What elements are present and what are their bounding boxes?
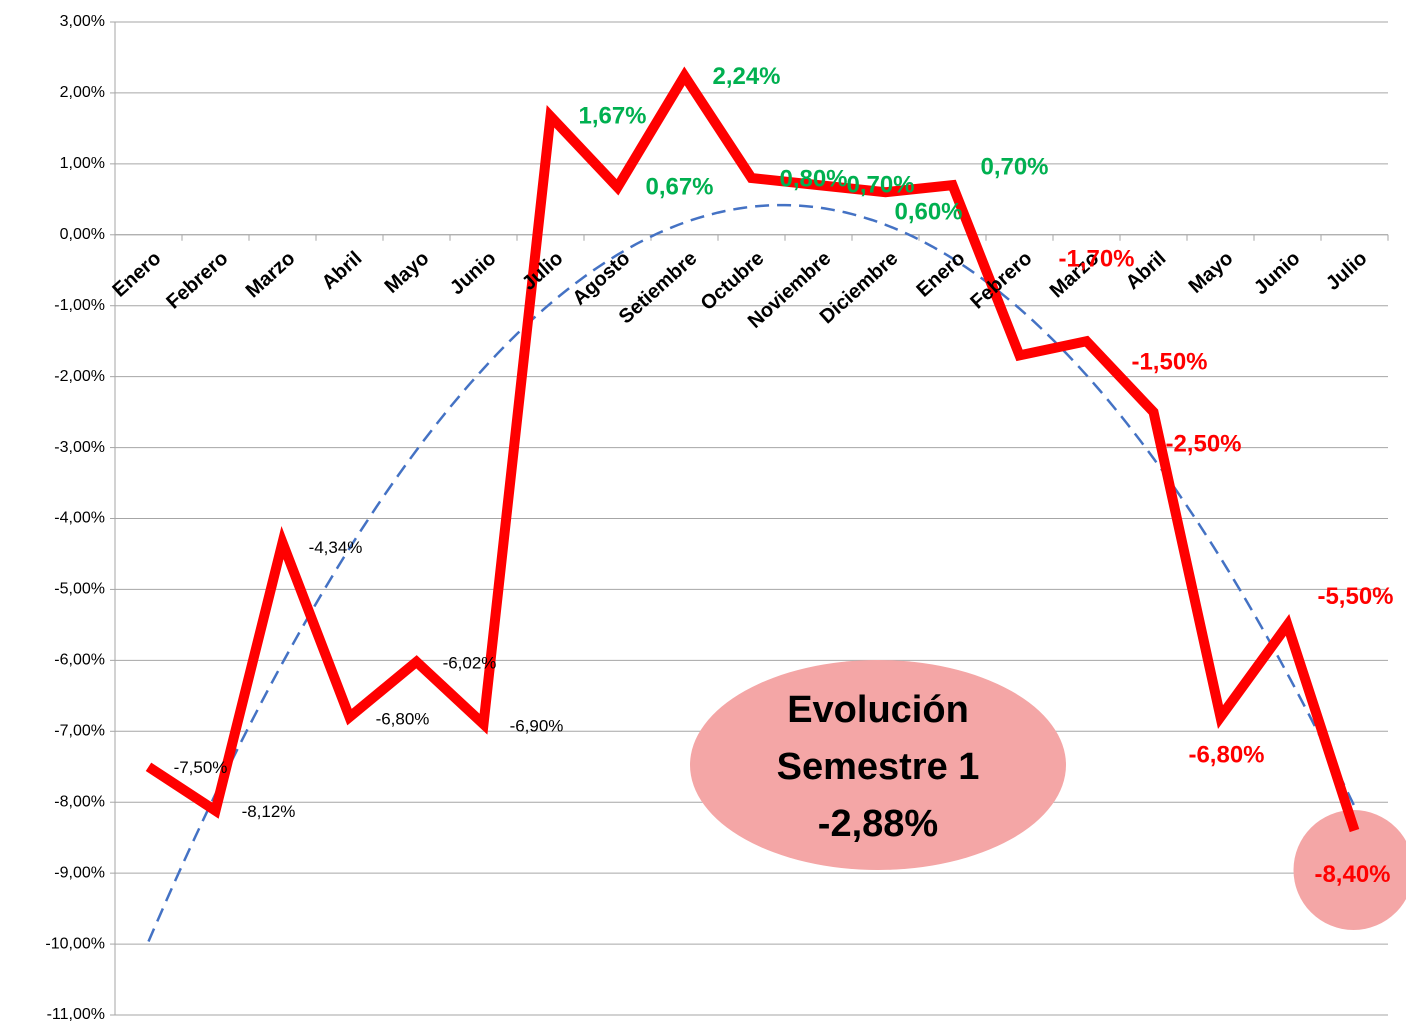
data-label: 0,80% (779, 165, 847, 192)
x-tick-label: Abril (318, 247, 367, 294)
data-label: -6,02% (443, 653, 497, 672)
x-tick-label: Agosto (568, 247, 634, 309)
x-tick-label: Febrero (162, 247, 232, 313)
data-label: -2,50% (1165, 430, 1241, 457)
y-tick-label: -9,00% (54, 864, 105, 881)
data-label: -8,40% (1314, 861, 1390, 888)
data-label: 0,60% (894, 199, 962, 226)
y-tick-label: 3,00% (60, 13, 105, 30)
x-tick-label: Julio (1322, 247, 1371, 295)
y-tick-label: -5,00% (54, 581, 105, 598)
y-tick-label: -3,00% (54, 439, 105, 456)
data-label: -4,34% (309, 538, 363, 557)
data-label: -5,50% (1317, 583, 1393, 610)
x-tick-label: Enero (109, 247, 166, 301)
data-label: 2,24% (712, 63, 780, 90)
highlight (1293, 810, 1406, 930)
x-tick-label: Marzo (242, 247, 300, 302)
data-label: 0,70% (980, 153, 1048, 180)
annotation-text: Semestre 1 (777, 746, 980, 788)
y-tick-label: 2,00% (60, 84, 105, 101)
data-label: -1,70% (1058, 246, 1134, 273)
y-tick-label: -4,00% (54, 510, 105, 527)
data-label: 0,70% (846, 171, 914, 198)
y-tick-label: -1,00% (54, 297, 105, 314)
x-tick-label: Mayo (1185, 247, 1238, 298)
line (145, 66, 1360, 833)
x-tick-label: Enero (913, 247, 970, 301)
x-tick-label: Junio (446, 247, 500, 299)
y-tick-label: 0,00% (60, 226, 105, 243)
data-label: 1,67% (578, 103, 646, 130)
annotation-text: Evolución (787, 689, 969, 731)
data-label: -1,50% (1131, 349, 1207, 376)
y-tick-label: -11,00% (47, 1006, 105, 1023)
annotation-text: -2,88% (818, 803, 938, 845)
data-label: -7,50% (174, 758, 228, 777)
trendline (147, 203, 1356, 942)
y-tick-label: -2,00% (54, 368, 105, 385)
y-tick-label: -6,00% (54, 652, 105, 669)
data-label: 0,67% (645, 174, 713, 201)
y-tick-label: -8,00% (54, 793, 105, 810)
y-tick-label: 1,00% (60, 155, 105, 172)
data-label: -6,80% (376, 710, 430, 729)
y-tick-label: -10,00% (45, 935, 105, 952)
x-tick-label: Mayo (381, 247, 434, 298)
annotation-bubble (690, 660, 1066, 870)
data-label: -8,12% (242, 802, 296, 821)
data-label: -6,90% (510, 717, 564, 736)
x-tick-label: Julio (518, 247, 567, 295)
data-label: -6,80% (1188, 741, 1264, 768)
y-tick-label: -7,00% (54, 723, 105, 740)
x-tick-label: Junio (1250, 247, 1304, 299)
